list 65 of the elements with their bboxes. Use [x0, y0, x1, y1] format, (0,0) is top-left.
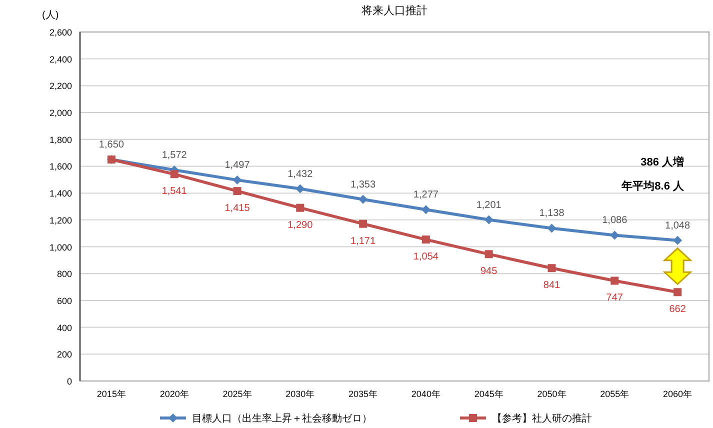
point: [422, 236, 430, 244]
point: [610, 276, 619, 285]
data-label: 1,086: [602, 215, 628, 226]
y-tick-label: 1,400: [49, 188, 72, 199]
annotation: 年平均8.6 人: [620, 179, 685, 192]
data-label: 1,171: [350, 236, 376, 247]
legend-label: 目標人口（出生率上昇＋社会移動ゼロ）: [192, 412, 372, 424]
point: [548, 264, 556, 272]
data-label: 747: [606, 292, 624, 304]
point: [421, 205, 430, 214]
x-tick-label: 2025年: [222, 389, 252, 399]
y-axis-title: (人): [42, 10, 59, 21]
point: [170, 170, 178, 178]
x-tick-label: 2060年: [663, 389, 692, 399]
y-tick-label: 0: [66, 376, 72, 386]
point: [547, 224, 556, 233]
y-tick-label: 2,200: [49, 81, 72, 92]
y-tick-label: 1,600: [49, 162, 72, 172]
y-tick-label: 1,200: [49, 215, 72, 226]
data-label: 841: [543, 280, 561, 292]
point: [484, 250, 493, 258]
y-tick-label: 2,400: [49, 54, 72, 64]
data-label: 1,650: [98, 140, 124, 151]
y-tick-label: 2,000: [49, 108, 72, 118]
x-tick-label: 2040年: [411, 389, 440, 399]
y-tick-label: 1,800: [49, 134, 72, 145]
annotation: 386 人増: [640, 155, 684, 168]
point: [674, 288, 682, 296]
y-tick-label: 2,600: [49, 28, 72, 38]
data-label: 1,497: [224, 160, 250, 172]
data-label: 1,138: [539, 208, 565, 220]
data-label: 1,541: [162, 186, 188, 198]
x-tick-label: 2035年: [348, 389, 378, 399]
x-tick-label: 2020年: [160, 389, 189, 399]
point: [232, 176, 242, 185]
data-label: 1,432: [288, 168, 314, 180]
y-tick-label: 400: [56, 322, 72, 333]
y-tick-label: 1,000: [49, 242, 72, 252]
point: [358, 194, 368, 204]
data-label: 1,201: [476, 200, 502, 211]
legend-label: 【参考】社人研の推計: [492, 412, 592, 424]
data-label: 1,054: [413, 252, 439, 263]
point: [296, 204, 304, 212]
data-label: 1,353: [350, 179, 376, 190]
data-label: 662: [669, 304, 686, 316]
data-label: 1,572: [162, 150, 188, 161]
point: [673, 236, 682, 245]
point: [484, 215, 494, 224]
y-tick-label: 600: [56, 296, 72, 306]
x-tick-label: 2015年: [96, 389, 126, 399]
point: [233, 187, 242, 196]
x-tick-label: 2045年: [474, 389, 504, 399]
point: [296, 184, 305, 194]
point: [359, 220, 368, 228]
data-label: 1,290: [288, 220, 314, 231]
data-label: 945: [480, 266, 498, 278]
data-label: 1,415: [224, 203, 250, 214]
y-tick-label: 200: [56, 350, 72, 360]
x-tick-label: 2055年: [600, 389, 630, 399]
x-tick-label: 2050年: [537, 389, 566, 399]
data-label: 1,277: [413, 190, 439, 201]
data-label: 1,048: [665, 220, 690, 232]
x-tick-label: 2030年: [286, 389, 315, 399]
y-tick-label: 800: [56, 269, 72, 280]
chart-title: 将来人口推計: [360, 4, 428, 17]
